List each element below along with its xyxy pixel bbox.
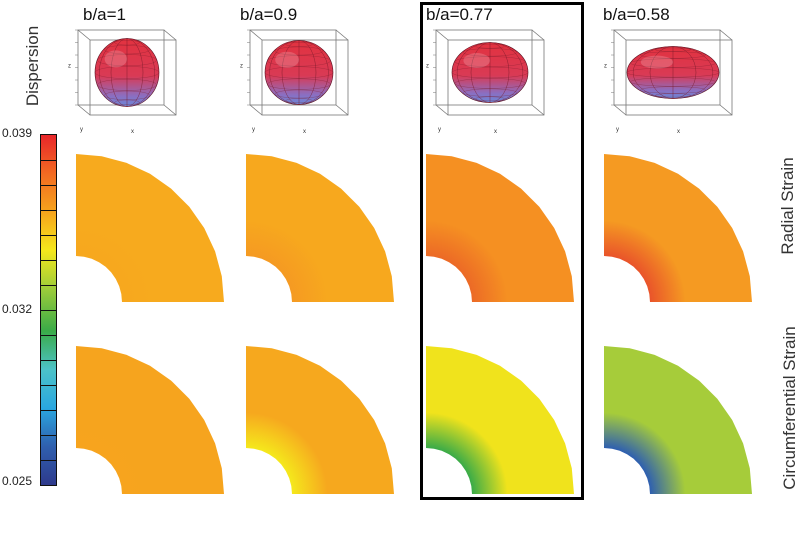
colorbar-tick <box>41 335 56 336</box>
colorbar-tick <box>41 210 56 211</box>
colorbar: 0.039 0.032 0.025 <box>2 126 72 496</box>
column-title-2: b/a=0.9 <box>240 5 298 24</box>
highlight-frame <box>420 2 584 500</box>
svg-text:z: z <box>68 64 71 70</box>
svg-text:x: x <box>131 129 134 135</box>
ellipsoid-plot-1: z y x <box>68 29 177 135</box>
colorbar-min-label: 0.025 <box>2 474 33 488</box>
circumferential-strain-panel-3 <box>426 346 574 494</box>
column-title-4: b/a=0.58 <box>603 5 670 24</box>
radial-strain-panel-4 <box>604 154 752 302</box>
svg-text:x: x <box>494 129 497 135</box>
colorbar-tick <box>41 310 56 311</box>
colorbar-tick <box>41 410 56 411</box>
ellipsoid-plot-3: z y x <box>426 29 545 135</box>
circumferential-strain-panel-2 <box>246 346 394 494</box>
svg-text:x: x <box>303 129 306 135</box>
radial-strain-label: Radial Strain <box>778 157 797 255</box>
colorbar-mid-label: 0.032 <box>2 302 33 316</box>
svg-text:z: z <box>604 64 607 70</box>
dispersion-label: Dispersion <box>23 25 42 107</box>
column-title-3: b/a=0.77 <box>426 5 493 24</box>
circumferential-annulus-1 <box>76 346 224 494</box>
radial-annulus-2 <box>246 154 394 302</box>
radial-annulus-1 <box>76 154 224 302</box>
circumferential-annulus-3 <box>426 346 574 494</box>
radial-strain-panel-3 <box>426 154 574 302</box>
svg-text:y: y <box>80 127 83 133</box>
circumferential-strain-panel-4 <box>604 346 752 494</box>
svg-text:x: x <box>677 129 680 135</box>
svg-text:y: y <box>616 127 619 133</box>
svg-text:y: y <box>252 127 255 133</box>
circumferential-strain-panel-1 <box>76 346 224 494</box>
radial-annulus-3 <box>426 154 574 302</box>
colorbar-tick <box>41 235 56 236</box>
colorbar-tick <box>41 160 56 161</box>
ellipsoid-plot-2: z y x <box>240 29 349 135</box>
colorbar-tick <box>41 385 56 386</box>
column-title-1: b/a=1 <box>83 5 127 24</box>
colorbar-tick <box>41 185 56 186</box>
colorbar-gradient <box>40 134 57 486</box>
colorbar-tick <box>41 285 56 286</box>
colorbar-tick <box>41 360 56 361</box>
colorbar-tick <box>41 460 56 461</box>
circumferential-strain-label: Circumferential Strain <box>780 326 799 490</box>
colorbar-max-label: 0.039 <box>2 126 33 140</box>
colorbar-tick <box>41 260 56 261</box>
svg-text:z: z <box>426 64 429 70</box>
svg-text:z: z <box>240 64 243 70</box>
colorbar-tick <box>41 435 56 436</box>
radial-annulus-4 <box>604 154 752 302</box>
circumferential-annulus-2 <box>246 346 394 494</box>
circumferential-annulus-4 <box>604 346 752 494</box>
ellipsoid-plot-4: z y x <box>604 29 733 135</box>
svg-text:y: y <box>438 127 441 133</box>
radial-strain-panel-1 <box>76 154 224 302</box>
radial-strain-panel-2 <box>246 154 394 302</box>
